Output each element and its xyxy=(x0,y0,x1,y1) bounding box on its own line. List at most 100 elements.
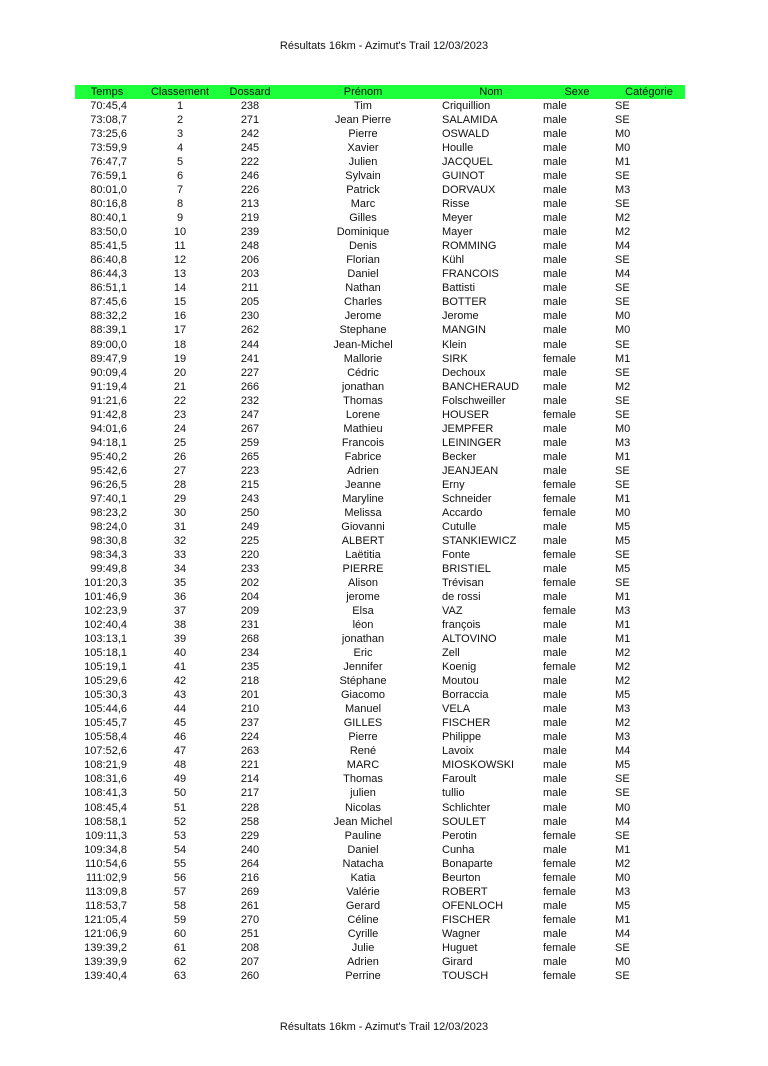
cell-categorie: M4 xyxy=(615,927,631,940)
cell-nom: VELA xyxy=(442,703,471,716)
table-row: 121:06,9 60 251 Cyrille Wagner male M4 xyxy=(0,927,768,941)
cell-categorie: SE xyxy=(615,773,630,786)
cell-dossard: 206 xyxy=(240,254,260,267)
cell-prenom: Lorene xyxy=(345,408,381,421)
cell-categorie: M1 xyxy=(615,633,631,646)
cell-dossard: 231 xyxy=(240,619,260,632)
cell-temps: 108:58,1 xyxy=(84,815,127,828)
cell-nom: Schneider xyxy=(442,492,492,505)
cell-temps: 121:06,9 xyxy=(84,927,127,940)
table-row: 111:02,9 56 216 Katia Beurton female M0 xyxy=(0,871,768,885)
cell-temps: 99:49,8 xyxy=(90,562,127,575)
cell-sexe: male xyxy=(543,282,567,295)
cell-classement: 21 xyxy=(173,380,187,393)
cell-sexe: female xyxy=(543,492,577,505)
cell-categorie: M5 xyxy=(615,759,631,772)
cell-sexe: female xyxy=(543,871,577,884)
cell-classement: 61 xyxy=(173,941,187,954)
cell-sexe: male xyxy=(543,310,567,323)
cell-sexe: male xyxy=(543,689,567,702)
cell-temps: 102:40,4 xyxy=(84,619,127,632)
cell-categorie: M5 xyxy=(615,562,631,575)
cell-classement: 59 xyxy=(173,913,187,926)
cell-sexe: male xyxy=(543,773,567,786)
cell-prenom: Katia xyxy=(350,871,376,884)
cell-temps: 76:59,1 xyxy=(90,170,127,183)
table-row: 105:19,1 41 235 Jennifer Koenig female M2 xyxy=(0,660,768,674)
cell-temps: 80:40,1 xyxy=(90,212,127,225)
cell-sexe: male xyxy=(543,296,567,309)
cell-sexe: male xyxy=(543,240,567,253)
cell-dossard: 250 xyxy=(240,506,260,519)
cell-temps: 83:50,0 xyxy=(90,226,127,239)
cell-nom: Cutulle xyxy=(442,520,477,533)
cell-classement: 30 xyxy=(173,506,187,519)
table-row: 91:42,8 23 247 Lorene HOUSER female SE xyxy=(0,408,768,422)
cell-nom: SIRK xyxy=(442,352,468,365)
cell-categorie: M2 xyxy=(615,212,631,225)
cell-temps: 95:40,2 xyxy=(90,450,127,463)
cell-prenom: Gerard xyxy=(345,899,381,912)
cell-temps: 108:45,4 xyxy=(84,801,127,814)
cell-dossard: 271 xyxy=(240,114,260,127)
cell-temps: 139:39,9 xyxy=(84,955,127,968)
cell-sexe: male xyxy=(543,633,567,646)
cell-prenom: GILLES xyxy=(343,717,383,730)
cell-dossard: 247 xyxy=(240,408,260,421)
cell-categorie: SE xyxy=(615,338,630,351)
cell-temps: 87:45,6 xyxy=(90,296,127,309)
cell-categorie: SE xyxy=(615,941,630,954)
table-row: 108:45,4 51 228 Nicolas Schlichter male M0 xyxy=(0,801,768,815)
cell-temps: 98:30,8 xyxy=(90,534,127,547)
cell-prenom: Jean Pierre xyxy=(334,114,392,127)
cell-sexe: female xyxy=(543,913,577,926)
cell-categorie: SE xyxy=(615,254,630,267)
cell-nom: MANGIN xyxy=(442,324,486,337)
cell-classement: 33 xyxy=(173,548,187,561)
cell-classement: 23 xyxy=(173,408,187,421)
cell-nom: Philippe xyxy=(442,731,482,744)
cell-classement: 19 xyxy=(173,352,187,365)
cell-classement: 4 xyxy=(176,142,184,155)
cell-nom: TOUSCH xyxy=(442,969,489,982)
cell-sexe: male xyxy=(543,675,567,688)
cell-temps: 107:52,6 xyxy=(84,745,127,758)
cell-temps: 86:51,1 xyxy=(90,282,127,295)
cell-temps: 109:11,3 xyxy=(84,829,127,842)
cell-categorie: M1 xyxy=(615,156,631,169)
cell-prenom: Nicolas xyxy=(344,801,382,814)
table-row: 86:51,1 14 211 Nathan Battisti male SE xyxy=(0,281,768,295)
table-row: 86:44,3 13 203 Daniel FRANCOIS male M4 xyxy=(0,267,768,281)
cell-nom: Faroult xyxy=(442,773,477,786)
cell-dossard: 243 xyxy=(240,492,260,505)
table-row: 73:59,9 4 245 Xavier Houlle male M0 xyxy=(0,141,768,155)
cell-prenom: Elsa xyxy=(352,605,374,618)
cell-classement: 27 xyxy=(173,464,187,477)
cell-dossard: 270 xyxy=(240,913,260,926)
cell-prenom: julien xyxy=(350,787,376,800)
cell-classement: 24 xyxy=(173,422,187,435)
cell-dossard: 245 xyxy=(240,142,260,155)
cell-temps: 86:40,8 xyxy=(90,254,127,267)
cell-sexe: male xyxy=(543,100,567,112)
cell-temps: 73:08,7 xyxy=(90,114,127,127)
cell-prenom: Julien xyxy=(348,156,378,169)
cell-classement: 39 xyxy=(173,633,187,646)
table-row: 95:40,2 26 265 Fabrice Becker male M1 xyxy=(0,450,768,464)
table-row: 105:44,6 44 210 Manuel VELA male M3 xyxy=(0,702,768,716)
cell-sexe: female xyxy=(543,408,577,421)
table-row: 80:40,1 9 219 Gilles Meyer male M2 xyxy=(0,211,768,225)
table-row: 90:09,4 20 227 Cédric Dechoux male SE xyxy=(0,366,768,380)
column-header-prenom: Prénom xyxy=(343,86,383,98)
table-row: 110:54,6 55 264 Natacha Bonaparte female M2 xyxy=(0,857,768,871)
cell-prenom: Mallorie xyxy=(343,352,383,365)
cell-nom: Schlichter xyxy=(442,801,491,814)
table-row: 105:58,4 46 224 Pierre Philippe male M3 xyxy=(0,730,768,744)
cell-prenom: Sylvain xyxy=(345,170,381,183)
cell-classement: 5 xyxy=(176,156,184,169)
cell-nom: Fonte xyxy=(442,548,471,561)
cell-classement: 20 xyxy=(173,366,187,379)
table-row: 76:47,7 5 222 Julien JACQUEL male M1 xyxy=(0,155,768,169)
cell-dossard: 209 xyxy=(240,605,260,618)
cell-nom: Meyer xyxy=(442,212,473,225)
